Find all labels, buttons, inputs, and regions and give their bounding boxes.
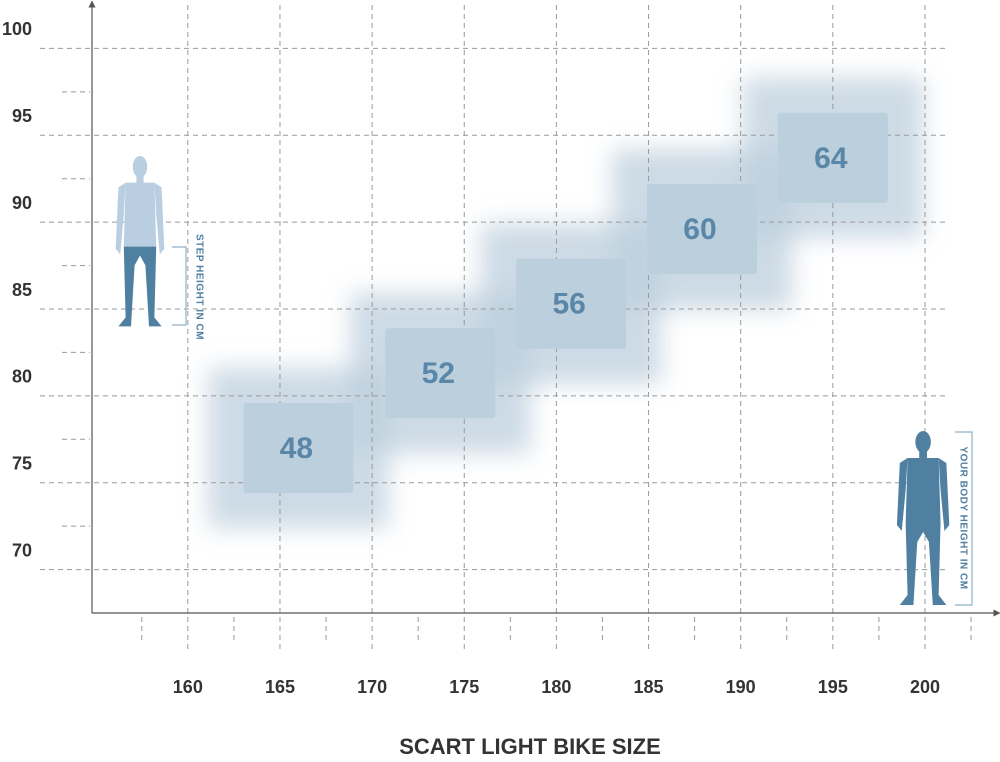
x-tick-label: 200 (910, 677, 940, 697)
y-axis-label: STEP HEIGHT IN CM (193, 234, 204, 340)
y-tick-label: 100 (2, 19, 32, 39)
y-tick-label: 85 (12, 280, 32, 300)
x-tick-label: 160 (173, 677, 203, 697)
y-tick-label: 95 (12, 106, 32, 126)
size-box (777, 112, 888, 203)
y-tick-label: 90 (12, 193, 32, 213)
size-box (646, 184, 757, 275)
body-height-bracket (955, 431, 973, 606)
step-height-figure (115, 155, 165, 327)
size-label: 48 (280, 432, 313, 465)
x-tick-label: 190 (726, 677, 756, 697)
x-tick-label: 175 (449, 677, 479, 697)
marks-layer: 48 52 56 60 64 (243, 112, 888, 493)
x-tick-label: 185 (634, 677, 664, 697)
grid-layer: 70 75 80 85 90 95 100 160 165 170 175 180 185 190 195 2… (2, 5, 972, 697)
size-box (516, 258, 627, 349)
body-height-figure (896, 431, 950, 605)
size-label: 56 (552, 288, 585, 321)
size-label: 60 (683, 213, 716, 246)
x-tick-label: 195 (818, 677, 848, 697)
size-label: 52 (422, 357, 455, 390)
x-tick-label: 165 (265, 677, 295, 697)
y-tick-label: 70 (12, 540, 32, 560)
size-label: 64 (814, 142, 848, 175)
step-height-bracket (172, 246, 187, 326)
x-tick-label: 180 (541, 677, 571, 697)
size-box (385, 328, 496, 419)
size-box (243, 402, 354, 493)
y-tick-label: 80 (12, 367, 32, 387)
x-tick-label: 170 (357, 677, 387, 697)
x-axis-label: YOUR BODY HEIGHT IN CM (957, 446, 968, 589)
chart-title: SCART LIGHT BIKE SIZE (399, 734, 661, 759)
y-tick-label: 75 (12, 453, 32, 473)
